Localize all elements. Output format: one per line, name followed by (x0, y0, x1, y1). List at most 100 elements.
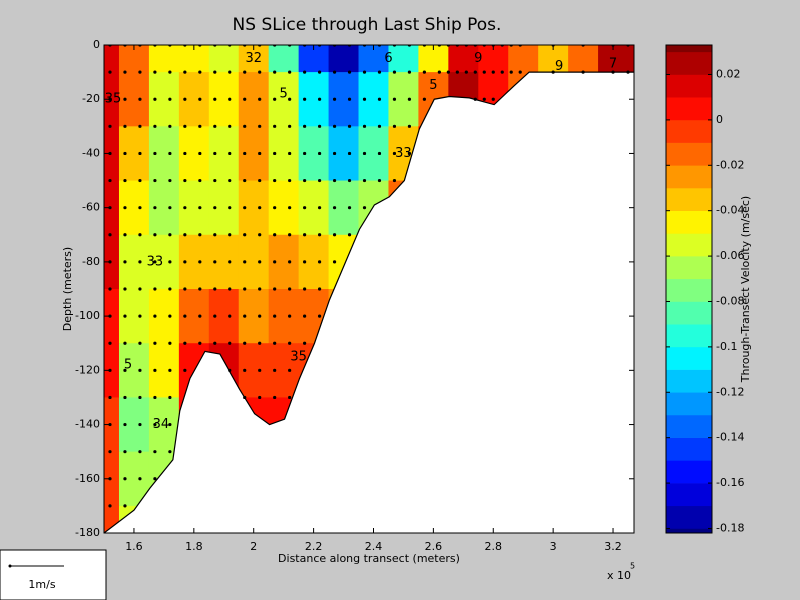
sample-point (473, 70, 477, 74)
sample-point (213, 151, 217, 156)
sample-point (626, 70, 630, 74)
sample-point (183, 151, 187, 156)
sample-point (228, 233, 232, 237)
sample-point (243, 124, 247, 128)
sample-point (362, 97, 367, 101)
colorbar-band (666, 346, 712, 370)
x-exponent: 5 (630, 562, 635, 571)
sample-point (138, 450, 142, 454)
axes-frame (103, 44, 635, 534)
sample-point (213, 287, 217, 291)
sample-point (123, 314, 127, 318)
sample-point (437, 70, 441, 74)
sample-point (243, 70, 247, 74)
sample-point (273, 368, 277, 372)
colorbar-band (666, 483, 712, 507)
colorbar-band (666, 210, 712, 234)
sample-point (332, 233, 337, 237)
sample-point (273, 287, 277, 291)
colorbar-tick-label: -0.18 (716, 521, 744, 534)
colorbar-tick-label: -0.06 (716, 249, 744, 262)
sample-point (138, 260, 142, 264)
sample-point (243, 178, 247, 183)
sample-point (138, 287, 142, 291)
sample-point (228, 97, 232, 101)
sample-point (153, 341, 157, 345)
sample-point (243, 314, 247, 318)
sample-point (183, 287, 187, 291)
colorbar-band (666, 437, 712, 461)
sample-point (153, 233, 157, 237)
sample-point (183, 178, 187, 183)
colorbar-band (666, 187, 712, 211)
sample-point (108, 314, 112, 318)
sample-point (273, 124, 277, 128)
sample-point (332, 206, 337, 210)
sample-point (228, 341, 232, 345)
colorbar-label: Through-Transect Velocity (m/sec) (739, 196, 752, 383)
sample-point (138, 151, 142, 156)
sample-point (168, 70, 172, 74)
contour-label: 35 (290, 349, 307, 364)
sample-point (108, 260, 112, 264)
sample-point (258, 124, 262, 128)
sample-point (138, 314, 142, 318)
sample-point (377, 70, 382, 74)
sample-point (288, 395, 292, 400)
sample-point (377, 151, 382, 156)
sample-point (198, 233, 202, 237)
x-tick-label: 2 (250, 540, 257, 553)
sample-point (258, 70, 262, 74)
sample-point (288, 70, 292, 74)
sample-point (108, 477, 112, 481)
field-cell (268, 45, 300, 73)
sample-point (288, 178, 292, 183)
colorbar-tick-label: -0.14 (716, 431, 744, 444)
sample-point (332, 260, 337, 264)
colorbar-band (666, 51, 712, 75)
contour-label: 33 (147, 254, 164, 269)
sample-point (273, 314, 277, 318)
sample-point (138, 477, 142, 481)
sample-point (288, 233, 292, 237)
sample-point (273, 97, 277, 101)
sample-point (258, 260, 262, 264)
sample-point (138, 395, 142, 400)
y-tick-label: -100 (75, 309, 100, 322)
sample-point (198, 124, 202, 128)
sample-point (108, 422, 112, 427)
sample-point (213, 178, 217, 183)
sample-point (392, 151, 397, 156)
sample-point (317, 124, 322, 128)
sample-point (198, 178, 202, 183)
field-cell (104, 343, 120, 398)
x-tick-label: 2.4 (365, 540, 383, 553)
x-tick-label: 2.6 (425, 540, 443, 553)
colorbar-band (666, 97, 712, 121)
contour-label: 5 (429, 78, 437, 93)
sample-point (138, 97, 142, 101)
sample-point (347, 70, 352, 74)
sample-point (153, 260, 157, 264)
sample-point (347, 206, 352, 210)
sample-point (332, 70, 337, 74)
sample-point (108, 70, 112, 74)
sample-point (123, 151, 127, 156)
overlay-layer: 35 33 5 34 32 5 6 33 5 9 9 7 35 (104, 45, 634, 533)
sample-point (123, 260, 127, 264)
y-tick-label: 0 (93, 38, 100, 51)
sample-point (491, 97, 495, 101)
contour-label: 34 (153, 417, 170, 432)
sample-point (362, 151, 367, 156)
colorbar-band (666, 369, 712, 393)
sample-point (317, 233, 322, 237)
sample-point (288, 314, 292, 318)
colorbar-band (666, 142, 712, 166)
field-cell (104, 72, 120, 127)
sample-point (228, 368, 232, 372)
sample-point (198, 70, 202, 74)
seafloor (104, 72, 634, 533)
sample-point (183, 97, 187, 101)
sample-point (123, 341, 127, 345)
